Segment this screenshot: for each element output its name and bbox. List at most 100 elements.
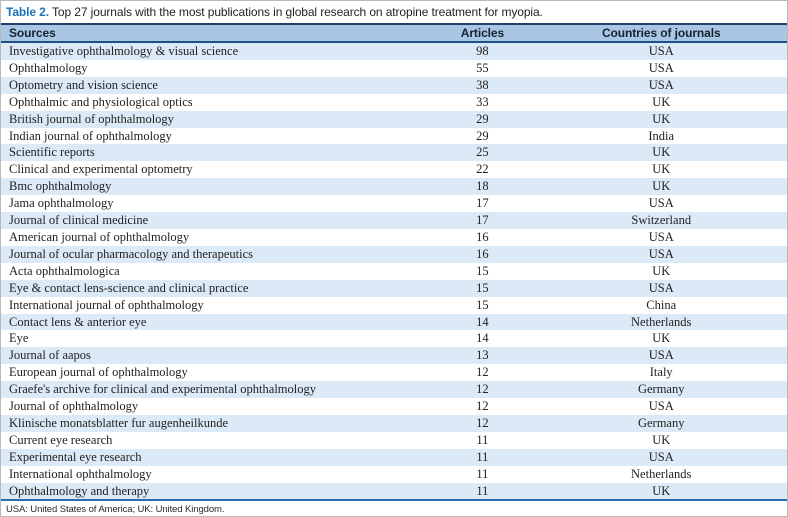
articles-cell: 16 — [476, 246, 489, 261]
country-cell: Switzerland — [631, 213, 692, 228]
articles-cell: 11 — [476, 449, 489, 464]
articles-cell: 12 — [476, 365, 489, 380]
articles-cell: 98 — [476, 44, 489, 58]
source-cell: Experimental eye research — [9, 449, 142, 464]
articles-cell: 17 — [476, 196, 489, 211]
table-row: Jama ophthalmology 17 USA — [1, 195, 787, 213]
articles-cell: 15 — [476, 280, 489, 295]
source-cell: Scientific reports — [9, 145, 95, 160]
table-row: Klinische monatsblatter fur augenheilkun… — [1, 414, 787, 432]
country-cell: Germany — [637, 415, 685, 430]
source-cell: Acta ophthalmologica — [9, 263, 120, 278]
table-row: Ophthalmic and physiological optics 33 UK — [1, 93, 787, 111]
table-row: Eye & contact lens-science and clinical … — [1, 279, 787, 297]
source-cell: Eye — [9, 331, 29, 346]
country-cell: USA — [648, 280, 674, 295]
country-cell: India — [648, 128, 675, 143]
table-row: Journal of ocular pharmacology and thera… — [1, 245, 787, 263]
source-cell: Bmc ophthalmology — [9, 179, 112, 194]
country-cell: USA — [648, 348, 674, 363]
table-row: Investigative ophthalmology & visual sci… — [1, 42, 787, 60]
table-caption-text: Top 27 journals with the most publicatio… — [49, 5, 543, 19]
country-cell: USA — [648, 196, 674, 211]
table-row: Optometry and vision science 38 USA — [1, 76, 787, 94]
table-body: Investigative ophthalmology & visual sci… — [1, 42, 787, 501]
source-cell: Journal of ocular pharmacology and thera… — [9, 246, 254, 261]
table-row: Journal of ophthalmology 12 USA — [1, 398, 787, 415]
country-cell: USA — [648, 60, 674, 75]
table-row: International journal of ophthalmology 15… — [1, 296, 787, 314]
table-row: British journal of ophthalmology 29 UK — [1, 110, 787, 128]
articles-cell: 18 — [476, 179, 489, 194]
articles-cell: 15 — [476, 297, 489, 312]
country-cell: UK — [652, 111, 671, 126]
table-row: Eye 14 UK — [1, 330, 787, 348]
articles-cell: 11 — [476, 483, 489, 498]
country-cell: UK — [652, 263, 671, 278]
table-row: Ophthalmology 55 USA — [1, 59, 787, 77]
articles-cell: 38 — [476, 77, 489, 92]
source-cell: Eye & contact lens-science and clinical … — [9, 280, 249, 295]
country-cell: USA — [648, 44, 674, 58]
country-cell: USA — [648, 246, 674, 261]
source-cell: Journal of clinical medicine — [9, 213, 149, 228]
source-cell: Current eye research — [9, 432, 113, 447]
country-cell: Netherlands — [631, 466, 692, 481]
table-row: Journal of aapos 13 USA — [1, 347, 787, 365]
table-caption-label: Table 2. — [6, 5, 49, 19]
table-row: Clinical and experimental optometry 22 UK — [1, 161, 787, 179]
source-cell: Journal of ophthalmology — [9, 399, 139, 414]
source-cell: Contact lens & anterior eye — [9, 314, 147, 329]
table-row: Journal of clinical medicine 17 Switzerlan… — [1, 212, 787, 229]
articles-cell: 16 — [476, 229, 489, 244]
table-footnote: USA: United States of America; UK: Unite… — [6, 504, 225, 516]
country-cell: USA — [648, 77, 674, 92]
articles-cell: 12 — [476, 399, 489, 414]
articles-cell: 11 — [476, 466, 489, 481]
table-row: Experimental eye research 11 USA — [1, 448, 787, 466]
header-row: Sources Articles Countries of journals — [1, 24, 787, 43]
articles-cell: 14 — [476, 314, 489, 329]
country-cell: USA — [648, 229, 674, 244]
source-cell: Ophthalmic and physiological optics — [9, 94, 193, 109]
table-row: Graefe's archive for clinical and experi… — [1, 381, 787, 399]
source-cell: Ophthalmology and therapy — [9, 483, 150, 498]
country-cell: UK — [652, 331, 671, 346]
articles-cell: 12 — [476, 382, 489, 397]
articles-cell: 29 — [476, 111, 489, 126]
source-cell: International journal of ophthalmology — [9, 297, 204, 312]
country-cell: UK — [652, 483, 671, 498]
articles-cell: 17 — [476, 213, 489, 228]
source-cell: Indian journal of ophthalmology — [9, 128, 172, 143]
articles-cell: 14 — [476, 331, 489, 346]
column-header-countries: Countries of journals — [535, 24, 787, 43]
table-row: Indian journal of ophthalmology 29 India — [1, 127, 787, 145]
source-cell: Optometry and vision science — [9, 77, 158, 92]
articles-cell: 15 — [476, 263, 489, 278]
country-cell: USA — [648, 449, 674, 464]
table-row: Acta ophthalmologica 15 UK — [1, 262, 787, 280]
source-cell: British journal of ophthalmology — [9, 111, 174, 126]
articles-cell: 55 — [476, 60, 489, 75]
articles-cell: 11 — [476, 432, 489, 447]
articles-cell: 25 — [476, 145, 489, 160]
table-row: International ophthalmology 11 Netherlands — [1, 465, 787, 483]
source-cell: Ophthalmology — [9, 60, 88, 75]
country-cell: Germany — [637, 382, 685, 397]
column-header-articles: Articles — [429, 24, 536, 43]
country-cell: China — [646, 297, 677, 312]
table-row: Contact lens & anterior eye 14 Netherlands — [1, 313, 787, 331]
source-cell: Klinische monatsblatter fur augenheilkun… — [9, 415, 229, 430]
country-cell: UK — [652, 162, 671, 177]
column-header-sources: Sources — [1, 24, 430, 43]
source-cell: Jama ophthalmology — [9, 196, 114, 211]
articles-cell: 22 — [476, 162, 489, 177]
country-cell: UK — [652, 145, 671, 160]
articles-cell: 33 — [476, 94, 489, 109]
source-cell: European journal of ophthalmology — [9, 365, 188, 380]
source-cell: Graefe's archive for clinical and experi… — [9, 382, 316, 397]
table-row: Ophthalmology and therapy 11 UK — [1, 482, 787, 501]
articles-cell: 13 — [476, 348, 489, 363]
table-row: Current eye research 11 UK — [1, 431, 787, 449]
